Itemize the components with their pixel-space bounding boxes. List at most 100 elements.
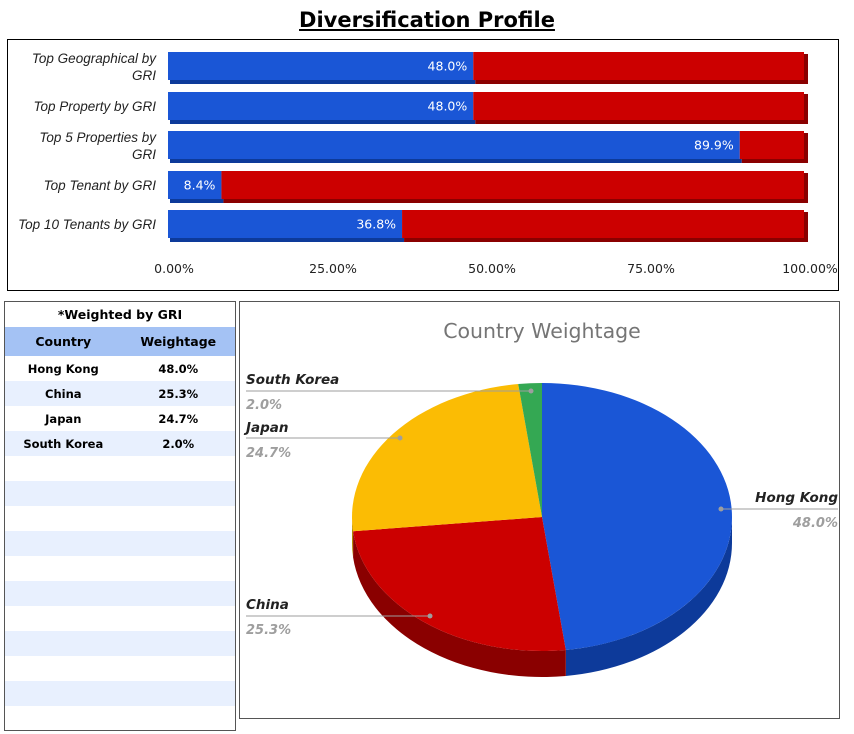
pie-slice — [518, 383, 542, 517]
bar-remainder — [221, 171, 804, 199]
pie-chart-panel: Country Weightage Hong Kong 48.0% China 25.3… — [239, 301, 840, 719]
country-cell — [5, 481, 122, 506]
bar-side-remainder — [804, 133, 808, 163]
bar-remainder — [473, 52, 804, 80]
pie-leader-dot — [718, 506, 724, 512]
bar-data-label: 48.0% — [428, 59, 468, 74]
country-cell — [5, 456, 122, 481]
bar-side-remainder — [804, 94, 808, 124]
bar-shadow-remainder — [475, 80, 806, 84]
table-row — [5, 481, 235, 506]
table-row — [5, 681, 235, 706]
country-column-header: Country — [5, 327, 122, 356]
table-row — [5, 581, 235, 606]
bar-primary — [168, 210, 403, 238]
bar-shadow-primary — [170, 159, 742, 163]
pie-slice-value: 25.3% — [246, 623, 291, 638]
bar-remainder — [473, 92, 804, 120]
bar-category-label-line: GRI — [132, 147, 156, 162]
pie-slice-side — [565, 517, 732, 676]
bar-side-remainder — [804, 212, 808, 242]
weightage-cell — [122, 656, 235, 681]
bar-shadow-remainder — [475, 120, 806, 124]
weightage-cell — [122, 606, 235, 631]
weightage-cell: 25.3% — [121, 381, 235, 406]
pie-slice-value: 48.0% — [792, 516, 838, 531]
bar-shadow-remainder — [223, 199, 806, 203]
weightage-cell — [122, 556, 235, 581]
pie-slice-value: 2.0% — [246, 398, 282, 413]
country-cell — [5, 706, 122, 731]
country-cell — [5, 581, 122, 606]
country-cell: Japan — [45, 411, 82, 426]
pie-leader-dot — [397, 435, 403, 441]
weightage-cell: 24.7% — [158, 411, 199, 426]
bar-primary — [168, 92, 474, 120]
pie-slice-label: South Korea — [246, 372, 339, 388]
country-cell — [5, 656, 122, 681]
weightage-cell: 2.0% — [121, 431, 235, 456]
weightage-column-header: Weightage — [121, 327, 235, 356]
table-row — [5, 606, 235, 631]
x-tick-label: 100.00% — [782, 261, 838, 276]
bar-category-label-line: Top Tenant by GRI — [44, 178, 157, 193]
bar-remainder — [739, 131, 804, 159]
country-cell — [5, 506, 122, 531]
bar-shadow-primary — [170, 120, 476, 124]
pie-slice-label: Japan — [243, 420, 289, 436]
bar-category-label-line: Top 10 Tenants by GRI — [18, 217, 156, 232]
pie-slice — [353, 517, 566, 651]
country-cell: China — [5, 381, 122, 406]
pie-leader-dot — [528, 388, 534, 394]
bar-category-label-line: Top Property by GRI — [33, 99, 156, 114]
diversification-bar-chart: 48.0% Top Geographical by GRI 48.0% Top Prop… — [18, 51, 838, 276]
x-tick-label: 75.00% — [627, 261, 675, 276]
country-cell — [5, 606, 122, 631]
bar-primary — [168, 131, 740, 159]
weightage-cell — [122, 506, 235, 531]
pie-slice-side — [352, 517, 354, 558]
table-row — [5, 706, 235, 731]
table-row — [5, 631, 235, 656]
bar-primary — [168, 171, 222, 199]
weightage-cell — [121, 631, 235, 656]
country-cell — [5, 556, 122, 581]
weightage-cell — [121, 481, 235, 506]
country-cell — [5, 681, 122, 706]
weightage-cell — [121, 681, 235, 706]
pie-slice-value: 24.7% — [246, 446, 291, 461]
weightage-cell — [122, 706, 235, 731]
weightage-table: Country Weightage Hong Kong 48.0% China 25.… — [5, 327, 235, 731]
bar-category-label: Top Tenant by GRI — [44, 178, 157, 193]
pie-leader-dot — [427, 613, 433, 619]
bar-shadow-primary — [170, 199, 224, 203]
weightage-table-panel: *Weighted by GRI Country Weightage Hong … — [4, 301, 236, 731]
bar-category-label-line: Top Geographical by — [32, 51, 157, 66]
bar-category-label-line: Top 5 Properties by — [39, 130, 157, 145]
table-header-row: Country Weightage — [5, 327, 235, 356]
bar-shadow-remainder — [741, 159, 806, 163]
weightage-cell: 48.0% — [158, 361, 199, 376]
x-tick-label: 50.00% — [468, 261, 516, 276]
x-tick-label: 25.00% — [309, 261, 357, 276]
bar-shadow-primary — [170, 80, 476, 84]
bar-data-label: 48.0% — [428, 99, 468, 114]
table-row — [5, 506, 235, 531]
bar-category-label: Top 10 Tenants by GRI — [18, 217, 156, 232]
bar-shadow-primary — [170, 238, 405, 242]
country-cell — [5, 631, 122, 656]
pie-slice-side — [353, 531, 566, 677]
page-title: Diversification Profile — [299, 8, 555, 32]
country-weightage-pie-chart: Country Weightage Hong Kong 48.0% China 25.3… — [243, 319, 838, 677]
bar-category-label: Top Property by GRI — [33, 99, 156, 114]
bar-category-label: Top Geographical by GRI — [32, 51, 157, 83]
x-tick-label: 0.00% — [154, 261, 194, 276]
bar-category-label: Top 5 Properties by GRI — [39, 130, 157, 162]
bar-remainder — [402, 210, 804, 238]
bar-data-label: 89.9% — [694, 138, 734, 153]
table-row: South Korea 2.0% — [5, 431, 235, 456]
pie-slice — [352, 384, 542, 532]
country-cell — [5, 531, 122, 556]
weightage-cell — [121, 531, 235, 556]
pie-chart-title: Country Weightage — [443, 319, 641, 343]
